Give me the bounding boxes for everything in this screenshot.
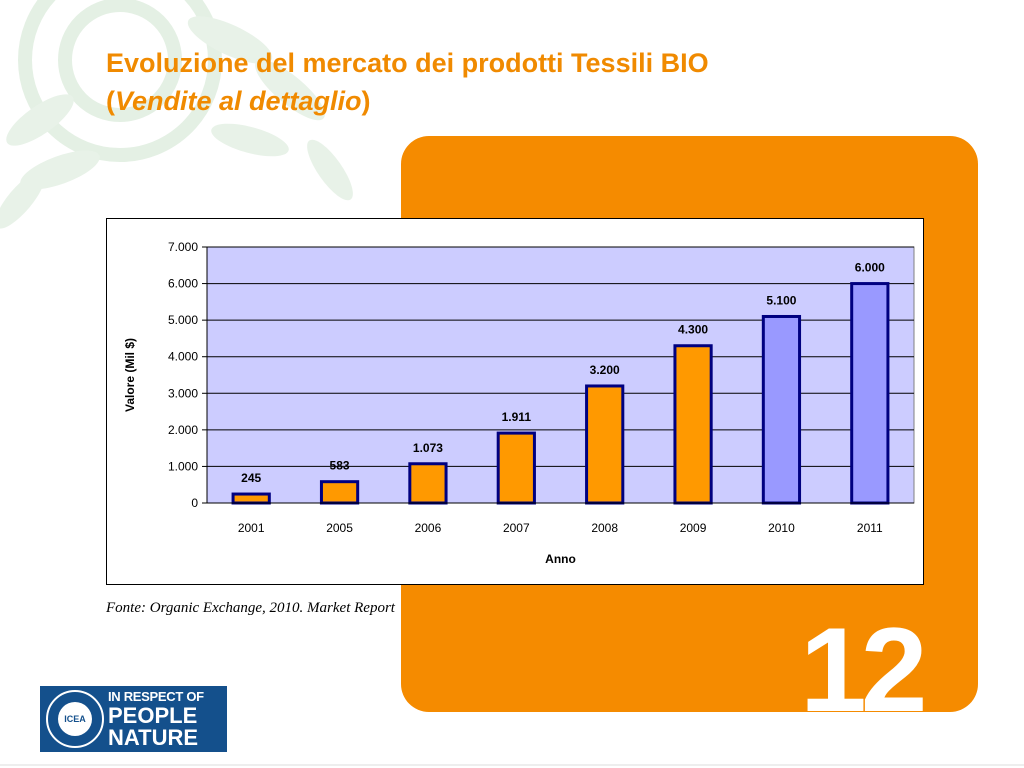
icea-logo: ICEA IN RESPECT OF PEOPLE NATURE: [40, 686, 227, 752]
y-tick-label: 2.000: [168, 423, 198, 437]
bar-2009: [673, 344, 713, 505]
y-tick-label: 0: [191, 496, 198, 510]
y-tick-label: 3.000: [168, 386, 198, 400]
bar-2005: [319, 480, 360, 505]
y-tick-label: 6.000: [168, 277, 198, 291]
logo-tagline-1: IN RESPECT OF: [108, 689, 204, 704]
data-labels: 245 583 1.073 1.911 3.200 4.300 5.100 6.000: [241, 261, 885, 485]
source-note: Fonte: Organic Exchange, 2010. Market Re…: [106, 600, 395, 616]
icea-seal-icon: ICEA: [46, 690, 104, 748]
y-tick-label: 7.000: [168, 240, 198, 254]
data-label: 1.911: [502, 410, 532, 424]
x-tick-label: 2009: [680, 521, 707, 535]
y-tick-label: 1.000: [168, 459, 198, 473]
data-label: 5.100: [766, 293, 796, 307]
title-subtitle: Vendite al dettaglio: [115, 86, 362, 116]
data-label: 583: [330, 459, 350, 473]
x-tick-label: 2001: [238, 521, 265, 535]
data-label: 4.300: [678, 323, 708, 337]
y-axis-title: Valore (Mil $): [123, 338, 137, 412]
y-tick-label: 4.000: [168, 350, 198, 364]
title-open-paren: (: [106, 86, 115, 116]
bar-2006: [408, 462, 448, 505]
plot-area: [206, 246, 915, 504]
x-tick-label: 2007: [503, 521, 530, 535]
title-close-paren: ): [361, 86, 371, 116]
bar-2001: [231, 492, 271, 505]
bar-2011: [850, 282, 890, 505]
bar-2010: [761, 314, 802, 505]
data-label: 3.200: [590, 363, 620, 377]
icea-seal-text: ICEA: [58, 702, 92, 736]
bar-2008: [585, 384, 625, 505]
x-axis-title: Anno: [545, 552, 576, 566]
bar-chart: 0 1.000 2.000 3.000 4.000 5.000 6.000 7.000 245…: [123, 240, 915, 566]
logo-tagline-2: PEOPLE: [108, 703, 198, 728]
title-line-1: Evoluzione del mercato dei prodotti Tess…: [106, 48, 709, 78]
slide-title: Evoluzione del mercato dei prodotti Tess…: [106, 44, 709, 120]
y-axis-ticks: 0 1.000 2.000 3.000 4.000 5.000 6.000 7.000: [168, 240, 207, 510]
slide-number: 12: [800, 603, 927, 712]
x-tick-label: 2008: [591, 521, 618, 535]
chart-container: 0 1.000 2.000 3.000 4.000 5.000 6.000 7.000 245…: [106, 218, 924, 585]
logo-tagline-3: NATURE: [108, 725, 199, 750]
x-tick-label: 2006: [415, 521, 442, 535]
data-label: 1.073: [413, 441, 443, 455]
data-label: 245: [241, 471, 261, 485]
x-tick-label: 2010: [768, 521, 795, 535]
y-tick-label: 5.000: [168, 313, 198, 327]
bars: [231, 282, 890, 505]
bar-2007: [496, 431, 536, 505]
x-axis-ticks: 2001 2005 2006 2007 2008 2009 2010 2011: [238, 521, 883, 535]
data-label: 6.000: [855, 261, 885, 275]
leaf-watermark: [0, 0, 353, 229]
x-tick-label: 2005: [326, 521, 353, 535]
footer-rule: [0, 764, 1024, 766]
x-tick-label: 2011: [857, 521, 883, 535]
